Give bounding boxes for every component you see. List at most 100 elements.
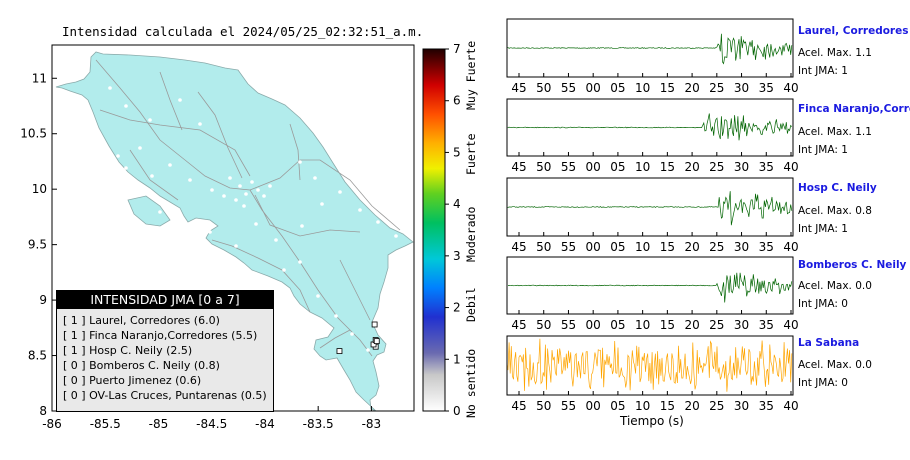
station-point: [371, 321, 378, 328]
town-dot: [208, 230, 212, 234]
seismogram-tick-label: 30: [734, 81, 749, 95]
town-dot: [124, 104, 128, 108]
colorbar-tick-label: 6: [453, 94, 461, 108]
town-dot: [210, 188, 214, 192]
town-dot: [228, 176, 232, 180]
map-x-tick-label: -85.5: [90, 417, 121, 431]
colorbar-label-fuerte: Fuerte: [464, 133, 478, 175]
town-dot: [274, 238, 278, 242]
seismogram-tick-label: 10: [635, 318, 650, 332]
town-dot: [394, 234, 398, 238]
road-line: [249, 189, 373, 357]
station-name-4: Bomberos C. Neily: [798, 259, 907, 271]
colorbar-tick-label: 2: [453, 301, 461, 315]
seismogram-tick-label: 10: [635, 81, 650, 95]
road-line: [211, 239, 311, 313]
map-x-tick-label: -86: [42, 417, 62, 431]
seismogram-tick-label: 50: [536, 160, 551, 174]
town-dot: [316, 294, 320, 298]
seismogram-tick-label: 50: [536, 81, 551, 95]
colorbar-label-muy-fuerte: Muy Fuerte: [464, 41, 478, 110]
station-name-5: La Sabana: [798, 337, 860, 349]
seismogram-tick-label: 00: [586, 160, 601, 174]
seismogram-tick-label: 15: [660, 160, 675, 174]
colorbar-tick-label: 5: [453, 145, 461, 159]
seismogram-tick-label: 20: [684, 318, 699, 332]
town-dot: [150, 174, 154, 178]
seismogram-tick-label: 25: [709, 160, 724, 174]
seismogram-tick-label: 05: [610, 81, 625, 95]
legend-header: INTENSIDAD JMA [0 a 7]: [57, 291, 273, 309]
seismogram-tick-label: 40: [783, 399, 798, 413]
station-name-1: Laurel, Corredores: [798, 25, 909, 37]
town-dot: [158, 210, 162, 214]
map-y-tick-label: 10: [32, 182, 47, 196]
seismogram-tick-label: 45: [511, 81, 526, 95]
seismogram-tick-label: 35: [759, 240, 774, 254]
seismogram-tick-label: 15: [660, 399, 675, 413]
seismogram-frame-border: [506, 98, 794, 157]
seismogram-tick-label: 20: [684, 240, 699, 254]
map-title: Intensidad calculada el 2024/05/25_02:32…: [62, 24, 424, 39]
map-y-tick-label: 8: [39, 404, 47, 418]
seismogram-tick-label: 05: [610, 399, 625, 413]
seismogram-tick-label: 15: [660, 318, 675, 332]
colorbar-tick-label: 0: [453, 404, 461, 418]
town-dot: [298, 160, 302, 164]
map-x-tick-label: -84.5: [196, 417, 227, 431]
town-dot: [178, 98, 182, 102]
town-dot: [298, 260, 302, 264]
map-y-tick-label: 9.5: [28, 238, 47, 252]
legend-item-bomberos-neily: [ 0 ] Bomberos C. Neily (0.8): [63, 359, 220, 372]
seismogram-x-axis-label: Tiempo (s): [620, 414, 684, 428]
seismogram-tick-label: 35: [759, 81, 774, 95]
seismogram-tick-label: 10: [635, 399, 650, 413]
town-dot: [254, 222, 258, 226]
seismogram-tick-label: 15: [660, 81, 675, 95]
road-network: [95, 59, 401, 357]
town-dot: [250, 180, 254, 184]
town-dot: [234, 198, 238, 202]
seismogram-tick-label: 55: [561, 81, 576, 95]
seismogram-tick-label: 30: [734, 160, 749, 174]
seismogram-tick-label: 50: [536, 399, 551, 413]
road-line: [99, 109, 251, 177]
station-jma-1: Int JMA: 1: [798, 65, 848, 77]
map-y-tick-label: 10.5: [20, 127, 47, 141]
seismogram-tick-label: 50: [536, 318, 551, 332]
seismogram-frame-border: [506, 256, 794, 315]
seismogram-tick-label: 45: [511, 240, 526, 254]
seismogram-tick-label: 05: [610, 318, 625, 332]
seismogram-frame-border: [506, 335, 794, 396]
town-dot: [168, 163, 172, 167]
road-line: [159, 71, 183, 131]
road-line: [289, 123, 301, 181]
seismogram-tick-label: 30: [734, 399, 749, 413]
seismogram-tick-label: 55: [561, 160, 576, 174]
seismogram-tick-label: 35: [759, 399, 774, 413]
seismogram-tick-label: 45: [511, 160, 526, 174]
town-dot: [313, 176, 317, 180]
town-dot: [262, 194, 266, 198]
station-accel-3: Acel. Max. 0.8: [798, 205, 872, 217]
station-points: [336, 321, 380, 355]
colorbar: 0 1 2 3 4 5 6 7 No sentido Debil Moderado Fuert…: [422, 41, 478, 418]
seismogram-tick-label: 20: [684, 160, 699, 174]
seismogram-trace: [507, 338, 793, 392]
seismogram-tick-label: 25: [709, 399, 724, 413]
town-dot: [242, 204, 246, 208]
station-name-3: Hosp C. Neily: [798, 182, 877, 194]
road-line: [319, 329, 351, 349]
seismogram-tick-label: 25: [709, 240, 724, 254]
seismogram-tick-label: 40: [783, 318, 798, 332]
colorbar-tick-label: 1: [453, 352, 461, 366]
town-dot: [148, 118, 152, 122]
seismogram-trace: [507, 272, 793, 303]
seismogram-tick-label: 55: [561, 318, 576, 332]
map-x-tick-label: -83: [362, 417, 382, 431]
seismogram-tick-label: 40: [783, 240, 798, 254]
legend-item-las-cruces: [ 0 ] OV-Las Cruces, Puntarenas (0.5): [63, 389, 267, 402]
seismogram-tick-label: 40: [783, 160, 798, 174]
seismogram-tick-label: 00: [586, 81, 601, 95]
